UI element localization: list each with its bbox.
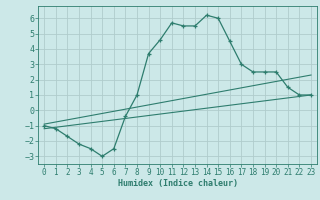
X-axis label: Humidex (Indice chaleur): Humidex (Indice chaleur) — [118, 179, 238, 188]
